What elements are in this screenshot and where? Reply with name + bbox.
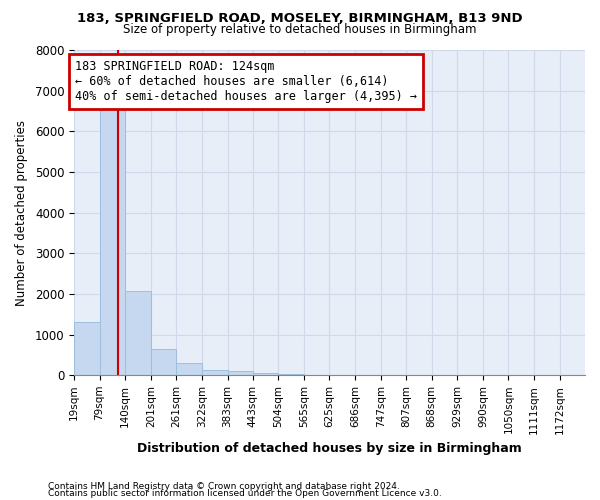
Text: 183 SPRINGFIELD ROAD: 124sqm
← 60% of detached houses are smaller (6,614)
40% of: 183 SPRINGFIELD ROAD: 124sqm ← 60% of de… xyxy=(75,60,417,103)
Text: Contains public sector information licensed under the Open Government Licence v3: Contains public sector information licen… xyxy=(48,489,442,498)
Text: Size of property relative to detached houses in Birmingham: Size of property relative to detached ho… xyxy=(123,22,477,36)
Text: 183, SPRINGFIELD ROAD, MOSELEY, BIRMINGHAM, B13 9ND: 183, SPRINGFIELD ROAD, MOSELEY, BIRMINGH… xyxy=(77,12,523,26)
Bar xyxy=(125,291,151,375)
Bar xyxy=(151,349,176,375)
X-axis label: Distribution of detached houses by size in Birmingham: Distribution of detached houses by size … xyxy=(137,442,522,455)
Bar xyxy=(176,363,202,375)
Bar xyxy=(100,107,125,375)
Text: Contains HM Land Registry data © Crown copyright and database right 2024.: Contains HM Land Registry data © Crown c… xyxy=(48,482,400,491)
Bar xyxy=(202,370,227,375)
Bar xyxy=(74,322,100,375)
Bar xyxy=(227,371,253,375)
Bar xyxy=(278,374,304,375)
Bar xyxy=(253,373,278,375)
Y-axis label: Number of detached properties: Number of detached properties xyxy=(15,120,28,306)
